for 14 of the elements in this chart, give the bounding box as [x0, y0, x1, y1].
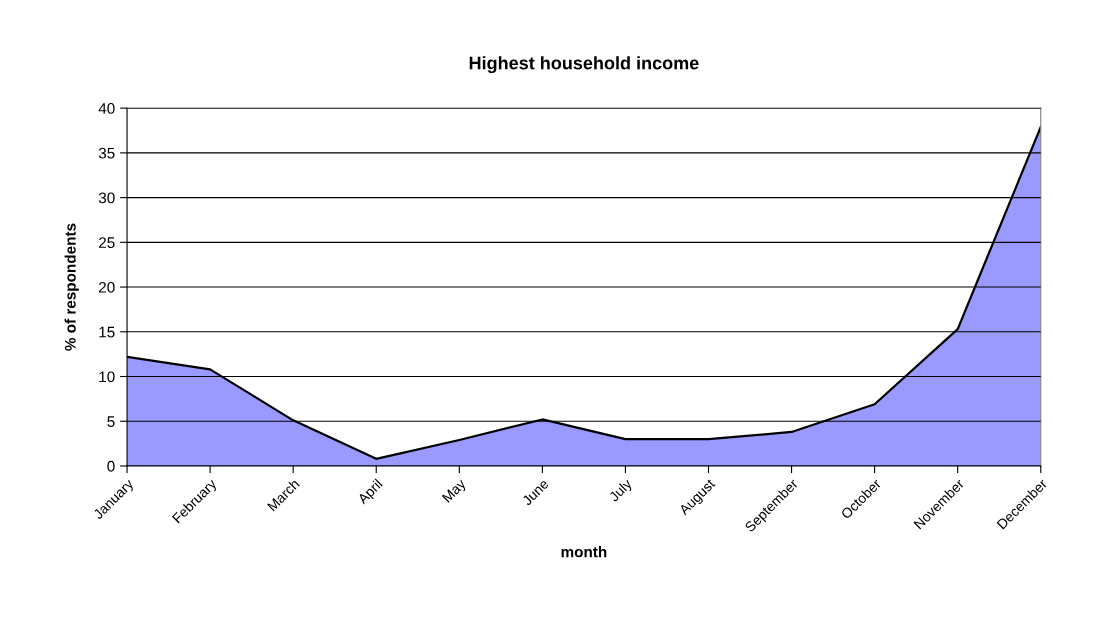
- x-axis-title: month: [561, 546, 607, 558]
- x-tick-label: July: [608, 477, 635, 505]
- y-tick-label: 15: [99, 326, 115, 338]
- y-tick-label: 35: [98, 147, 115, 159]
- y-tick-label: 30: [98, 192, 115, 204]
- chart-title: Highest household income: [469, 56, 699, 74]
- y-tick-label: 20: [99, 281, 115, 293]
- y-tick-label: 40: [98, 103, 115, 114]
- y-tick-label: 0: [107, 460, 115, 472]
- y-tick-label: 5: [107, 416, 115, 427]
- x-tick-label: May: [441, 478, 469, 505]
- y-tick-label: 10: [99, 371, 115, 383]
- y-tick-label: 25: [99, 237, 115, 249]
- y-axis-title: % of respondents: [64, 223, 79, 351]
